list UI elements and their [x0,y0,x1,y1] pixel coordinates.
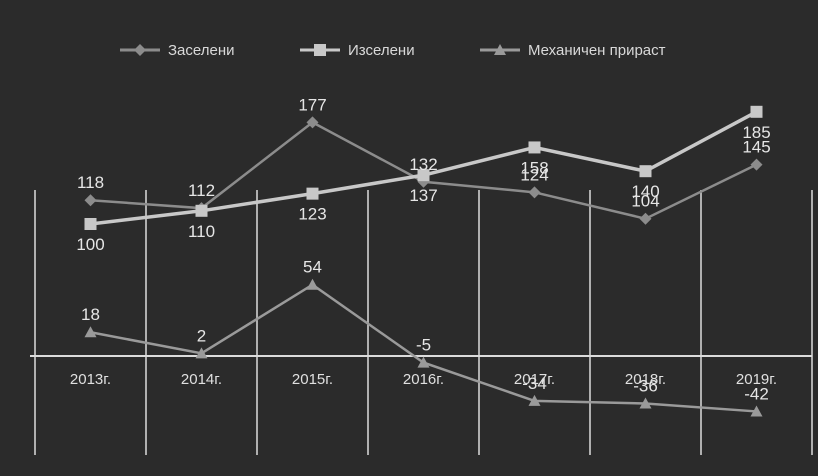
legend-label: Изселени [348,42,415,59]
legend: Заселени Изселени Механичен прираст [120,42,666,59]
data-label: -36 [633,377,658,396]
data-point [417,169,430,182]
legend-label: Заселени [168,42,235,59]
data-label: 123 [298,205,326,224]
data-label: 100 [76,235,104,254]
data-point [84,194,97,207]
x-axis-ticks: 2013г. 2014г. 2015г. 2016г. 2017г. 2018г. 2019… [70,371,777,388]
data-point [528,186,541,199]
data-label: 2 [197,326,206,345]
x-tick-label: 2018г. [625,371,666,388]
data-point [195,204,208,217]
data-label: 158 [520,158,548,177]
data-label: -5 [416,336,431,355]
data-label: -42 [744,384,769,403]
grid [30,190,813,455]
data-point [639,397,652,409]
legend-item: Заселени [120,42,235,59]
data-point [639,212,652,225]
x-tick-label: 2013г. [70,371,111,388]
data-label: 118 [77,173,104,192]
data-label: 145 [742,138,770,157]
x-tick-label: 2014г. [181,371,222,388]
legend-label: Механичен прираст [528,42,666,59]
legend-marker [134,44,146,56]
data-point [306,187,319,200]
data-label: 110 [188,222,215,241]
data-point [84,218,97,230]
data-point [528,394,541,406]
data-label: 177 [298,95,326,114]
data-label: 140 [631,182,659,201]
data-point [528,141,541,154]
data-label: 124 [520,165,548,184]
data-point [306,278,319,290]
data-label: 104 [631,192,659,211]
data-point [750,405,763,417]
data-point [417,356,430,368]
x-tick-label: 2019г. [736,371,777,388]
data-point [195,347,208,359]
x-tick-label: 2016г. [403,371,444,388]
data-point [750,105,763,118]
data-label: -34 [522,374,547,393]
data-labels: 118 112 177 132 124 104 145 100 110 123 137 158 140 1… [76,95,770,403]
data-label: 132 [409,155,437,174]
x-tick-label: 2015г. [292,371,333,388]
legend-marker [494,44,506,55]
data-label: 185 [742,123,770,142]
data-point [639,165,652,178]
data-point [750,158,763,171]
data-label: 112 [188,181,215,200]
data-label: 54 [303,258,322,277]
data-point [84,326,97,338]
legend-item: Механичен прираст [480,42,666,59]
data-label: 18 [81,305,100,324]
data-label: 137 [409,186,437,205]
x-tick-label: 2017г. [514,371,555,388]
legend-marker [314,44,326,56]
data-point [306,116,319,129]
legend-item: Изселени [300,42,415,59]
series-group [84,105,763,417]
